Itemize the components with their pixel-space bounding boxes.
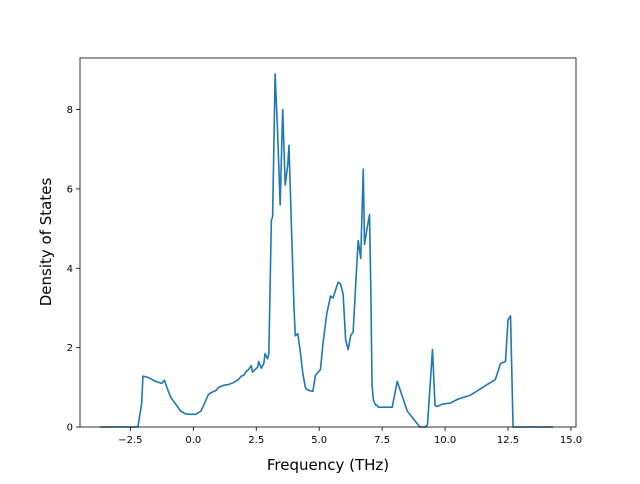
- x-tick-label: 5.0: [311, 435, 327, 446]
- y-tick-label: 6: [67, 184, 73, 195]
- x-tick-label: 10.0: [434, 435, 456, 446]
- x-tick-label: 2.5: [248, 435, 264, 446]
- y-tick-label: 8: [67, 105, 73, 116]
- x-tick-label: 0.0: [185, 435, 201, 446]
- x-tick-label: 12.5: [497, 435, 519, 446]
- x-tick-label: −2.5: [118, 435, 142, 446]
- y-tick-label: 2: [67, 343, 73, 354]
- y-axis-label: Density of States: [37, 178, 55, 307]
- dos-series-line: [100, 73, 554, 428]
- x-tick-label: 15.0: [560, 435, 582, 446]
- x-axis-label: Frequency (THz): [267, 456, 389, 474]
- y-tick-label: 4: [67, 264, 73, 275]
- y-axis-ticks: 0 2 4 6 8: [67, 105, 80, 434]
- y-tick-label: 0: [67, 423, 73, 434]
- plot-frame: [79, 57, 577, 428]
- plot-area: [100, 73, 554, 428]
- x-tick-label: 7.5: [374, 435, 390, 446]
- x-axis-ticks: −2.5 0.0 2.5 5.0 7.5 10.0 12.5 15.0: [118, 427, 582, 446]
